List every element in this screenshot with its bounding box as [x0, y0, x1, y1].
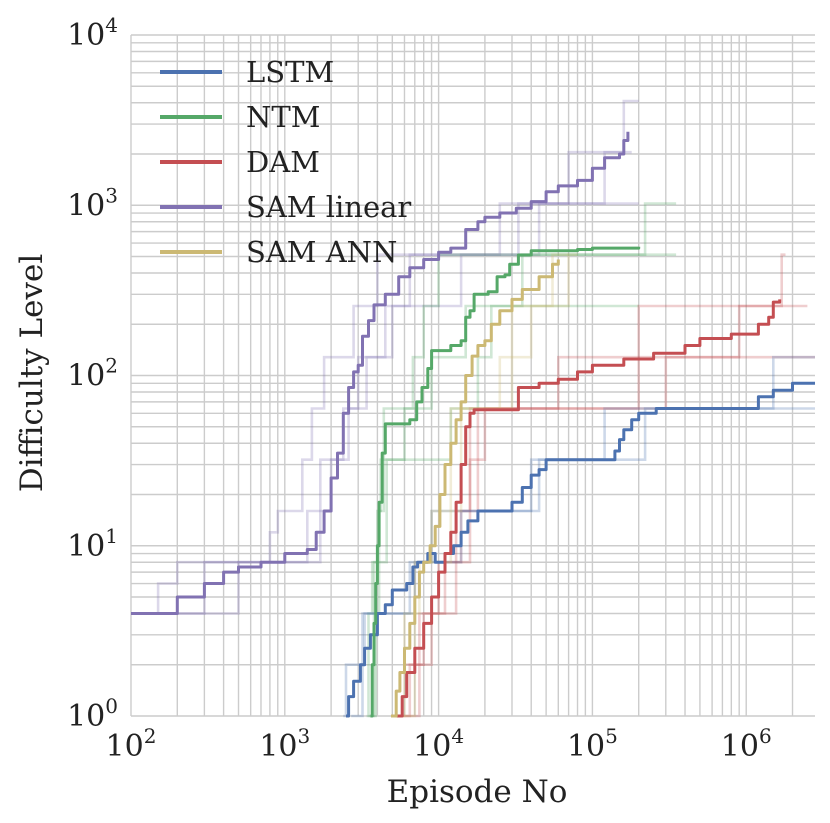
x-tick-labels: 102 103 104 105 106 [106, 724, 772, 764]
x-tick-label: 105 [567, 724, 618, 764]
legend-label-ntm: NTM [246, 100, 320, 134]
series-line-sam-linear [131, 131, 630, 615]
faint-run-line [366, 202, 677, 718]
x-tick-label: 102 [106, 724, 157, 764]
y-tick-label: 102 [67, 354, 118, 394]
faint-run-line [131, 202, 639, 615]
x-tick-label: 106 [721, 724, 772, 764]
faint-run-line [392, 304, 808, 718]
y-tick-labels: 100 101 102 103 104 [67, 13, 118, 734]
series-line-ntm [370, 246, 641, 718]
series-line-sam-ann [391, 259, 560, 718]
grid [130, 34, 815, 717]
series-lines [131, 131, 815, 718]
faint-run-line [351, 355, 815, 718]
series-line-dam [394, 299, 782, 718]
legend-label-sam-linear: SAM linear [246, 190, 411, 224]
y-tick-label: 101 [67, 524, 118, 564]
x-axis-label: Episode No [387, 774, 568, 810]
series-line-lstm [346, 381, 815, 718]
legend-label-sam-ann: SAM ANN [246, 235, 397, 269]
faint-run-line [404, 355, 815, 666]
x-tick-label: 103 [259, 724, 310, 764]
y-tick-label: 104 [67, 13, 118, 53]
y-tick-label: 100 [67, 694, 118, 734]
faint-run-line [131, 150, 632, 615]
y-tick-label: 103 [67, 183, 118, 223]
legend-label-dam: DAM [246, 145, 320, 179]
faint-run-line [343, 407, 815, 718]
legend: LSTM NTM DAM SAM linear SAM ANN [160, 55, 411, 269]
x-tick-label: 104 [413, 724, 464, 764]
y-axis-label: Difficulty Level [14, 254, 50, 492]
legend-label-lstm: LSTM [246, 55, 334, 89]
